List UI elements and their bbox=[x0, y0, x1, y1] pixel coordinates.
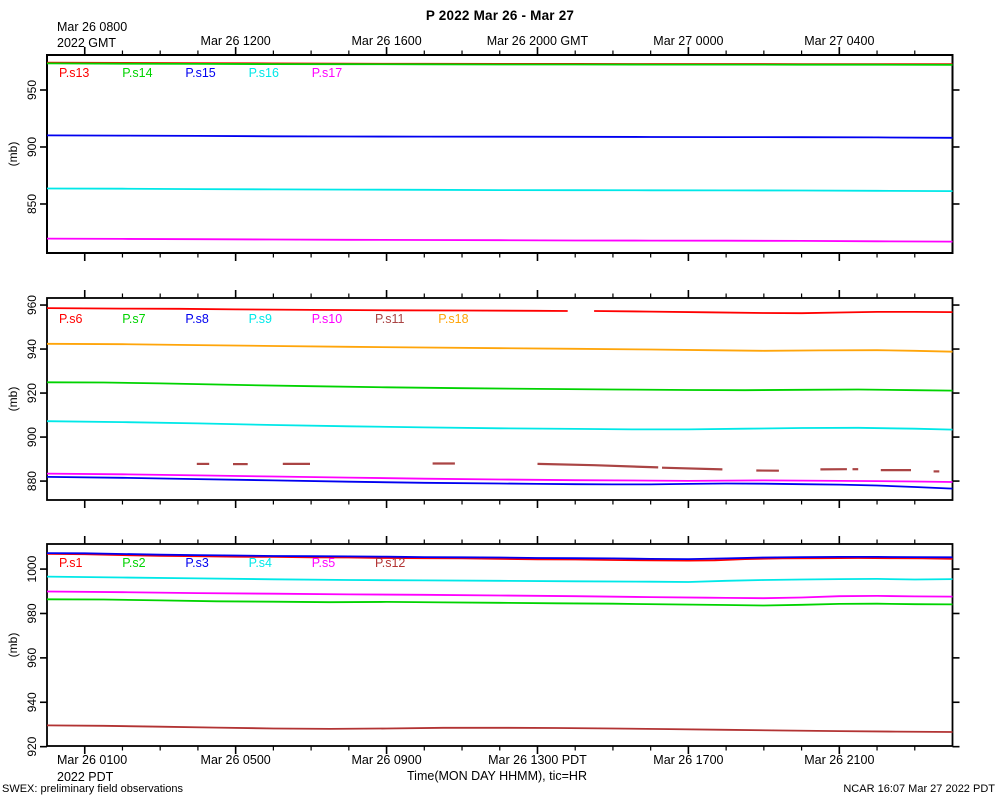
legend-label-P.s9: P.s9 bbox=[249, 312, 272, 326]
y-tick-label: 850 bbox=[25, 194, 39, 214]
legend-label-P.s11: P.s11 bbox=[375, 312, 404, 326]
x-axis-title: Time(MON DAY HHMM), tic=HR bbox=[407, 769, 587, 783]
y-tick-label: 880 bbox=[25, 471, 39, 491]
y-axis-title: (mb) bbox=[6, 142, 20, 167]
legend-label-P.s17: P.s17 bbox=[312, 66, 342, 80]
legend-label-P.s1: P.s1 bbox=[59, 556, 82, 570]
top-axis-label: Mar 26 1600 bbox=[351, 34, 421, 48]
bottom-axis-label: Mar 26 1300 PDT bbox=[488, 753, 587, 767]
bottom-axis-first-label-line1: Mar 26 0100 bbox=[57, 753, 127, 767]
y-tick-label: 920 bbox=[25, 383, 39, 403]
series-line-P.s18 bbox=[46, 342, 953, 353]
series-line-P.s5 bbox=[46, 590, 953, 600]
series-line-P.s12 bbox=[46, 724, 953, 733]
legend-label-P.s8: P.s8 bbox=[185, 312, 208, 326]
legend-label-P.s2: P.s2 bbox=[122, 556, 145, 570]
y-tick-label: 960 bbox=[25, 295, 39, 315]
series-line-P.s16 bbox=[46, 187, 953, 192]
top-axis-label: Mar 26 1200 bbox=[201, 34, 271, 48]
y-tick-label: 940 bbox=[25, 339, 39, 359]
page-title: P 2022 Mar 26 - Mar 27 bbox=[425, 8, 575, 23]
series-line-P.s14 bbox=[46, 62, 953, 66]
series-line-P.s10 bbox=[46, 472, 953, 483]
series-line-P.s3 bbox=[46, 552, 953, 560]
legend-label-P.s4: P.s4 bbox=[249, 556, 272, 570]
y-tick-label: 900 bbox=[25, 137, 39, 157]
series-line-P.s7 bbox=[46, 381, 953, 392]
bottom-axis-label: Mar 26 0900 bbox=[351, 753, 421, 767]
y-axis-title: (mb) bbox=[6, 387, 20, 412]
panel-frame bbox=[46, 54, 954, 254]
y-axis-title: (mb) bbox=[6, 633, 20, 658]
series-line-P.s1 bbox=[46, 552, 953, 562]
series-line-P.s15 bbox=[46, 134, 953, 139]
bottom-axis-label: Mar 26 1700 bbox=[653, 753, 723, 767]
series-line-P.s17 bbox=[46, 237, 953, 243]
legend-label-P.s13: P.s13 bbox=[59, 66, 89, 80]
y-tick-label: 980 bbox=[25, 603, 39, 623]
legend-label-P.s15: P.s15 bbox=[185, 66, 215, 80]
panel-frame bbox=[46, 297, 954, 501]
legend-label-P.s7: P.s7 bbox=[122, 312, 145, 326]
series-line-P.s11 bbox=[537, 462, 659, 469]
bottom-axis-first-label-line2: 2022 PDT bbox=[57, 770, 114, 784]
top-axis-label: Mar 27 0000 bbox=[653, 34, 723, 48]
series-line-P.s11 bbox=[661, 466, 723, 471]
top-axis-first-label-line1: Mar 26 0800 bbox=[57, 20, 127, 34]
footer-note: SWEX: preliminary field observations bbox=[2, 783, 183, 795]
legend-label-P.s14: P.s14 bbox=[122, 66, 152, 80]
series-line-P.s2 bbox=[46, 598, 953, 607]
series-line-P.s4 bbox=[46, 575, 953, 583]
footer-credit: NCAR 16:07 Mar 27 2022 PDT bbox=[843, 783, 995, 795]
y-tick-label: 960 bbox=[25, 648, 39, 668]
y-tick-label: 920 bbox=[25, 736, 39, 756]
series-line-P.s9 bbox=[46, 420, 953, 431]
legend-label-P.s12: P.s12 bbox=[375, 556, 405, 570]
top-axis-first-label-line2: 2022 GMT bbox=[57, 36, 116, 50]
y-tick-label: 950 bbox=[25, 80, 39, 100]
legend-label-P.s3: P.s3 bbox=[185, 556, 208, 570]
legend-label-P.s6: P.s6 bbox=[59, 312, 82, 326]
top-axis-label: Mar 27 0400 bbox=[804, 34, 874, 48]
bottom-axis-label: Mar 26 2100 bbox=[804, 753, 874, 767]
legend-label-P.s16: P.s16 bbox=[249, 66, 279, 80]
y-tick-label: 900 bbox=[25, 427, 39, 447]
series-line-P.s6 bbox=[46, 307, 568, 312]
series-line-P.s6 bbox=[594, 310, 953, 315]
top-axis-label: Mar 26 2000 GMT bbox=[487, 34, 589, 48]
y-tick-label: 940 bbox=[25, 692, 39, 712]
panel-frame bbox=[46, 543, 954, 747]
legend-label-P.s18: P.s18 bbox=[438, 312, 468, 326]
bottom-axis-label: Mar 26 0500 bbox=[201, 753, 271, 767]
legend-label-P.s5: P.s5 bbox=[312, 556, 335, 570]
legend-label-P.s10: P.s10 bbox=[312, 312, 342, 326]
series-line-P.s8 bbox=[46, 476, 953, 490]
y-tick-label: 1000 bbox=[25, 555, 39, 582]
